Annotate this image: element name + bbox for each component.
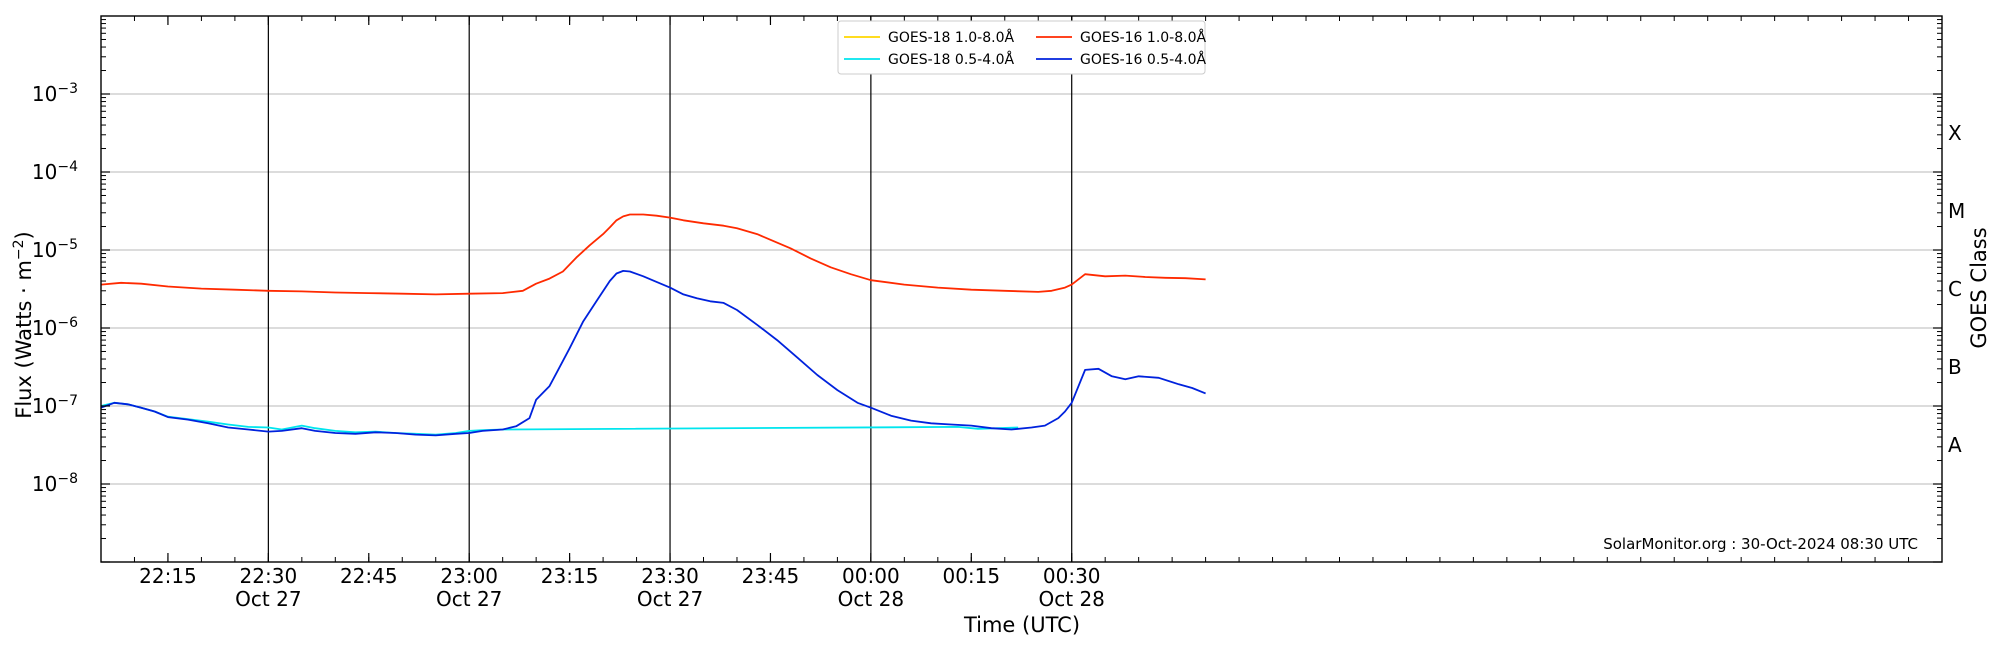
y-tick-label: 10−4 xyxy=(32,159,78,184)
x-tick-label: 22:30 xyxy=(240,564,298,588)
plot-frame xyxy=(100,15,1943,563)
x-tick-label: 00:15 xyxy=(942,564,1000,588)
x-tick-date-label: Oct 28 xyxy=(838,587,904,611)
axis-ticks xyxy=(100,16,1943,563)
y-tick-labels: 10−8 10−7 10−6 10−5 10−4 10−3 xyxy=(32,81,78,496)
solarmonitor-credit: SolarMonitor.org : 30-Oct-2024 08:30 UTC xyxy=(1603,535,1918,553)
x-tick-date-label: Oct 27 xyxy=(637,587,703,611)
x-tick-date-label: Oct 27 xyxy=(235,587,301,611)
y-tick-label: 10−6 xyxy=(32,315,78,340)
legend-entry: GOES-18 0.5-4.0Å xyxy=(888,51,1014,68)
legend-entry: GOES-18 1.0-8.0Å xyxy=(888,29,1014,46)
x-tick-date-label: Oct 27 xyxy=(436,587,502,611)
x-tick-label: 00:30 xyxy=(1043,564,1101,588)
legend-box xyxy=(837,20,1206,75)
x-axis-title: Time (UTC) xyxy=(963,613,1080,637)
y-tick-label: 10−8 xyxy=(32,471,78,496)
x-tick-label: 22:15 xyxy=(139,564,197,588)
y-tick-label: 10−5 xyxy=(32,237,78,262)
x-tick-label: 22:45 xyxy=(340,564,398,588)
goes-class-axis-title: GOES Class xyxy=(1967,227,1991,348)
goes-class-label: M xyxy=(1948,199,1965,223)
x-tick-label: 23:45 xyxy=(742,564,800,588)
legend: GOES-18 1.0-8.0Å GOES-16 1.0-8.0Å GOES-18 … xyxy=(837,20,1206,75)
goes-class-label: X xyxy=(1948,121,1962,145)
y-tick-label: 10−3 xyxy=(32,81,78,106)
horizontal-grid xyxy=(101,93,1942,485)
x-tick-label: 23:15 xyxy=(541,564,599,588)
legend-entry: GOES-16 1.0-8.0Å xyxy=(1080,29,1206,46)
series-line-goes-16-0-5-4-0 xyxy=(100,269,1206,437)
goes-class-labels: A B C M X xyxy=(1948,121,1965,457)
legend-entry: GOES-16 0.5-4.0Å xyxy=(1080,51,1206,68)
goes-class-label: A xyxy=(1948,433,1962,457)
vertical-day-lines xyxy=(267,16,1073,562)
x-tick-date-label: Oct 28 xyxy=(1039,587,1105,611)
goes-class-label: C xyxy=(1948,277,1962,301)
x-tick-label: 00:00 xyxy=(842,564,900,588)
series-layer xyxy=(100,213,1206,437)
x-tick-label: 23:30 xyxy=(641,564,699,588)
x-tick-label: 23:00 xyxy=(440,564,498,588)
goes-class-label: B xyxy=(1948,355,1962,379)
series-line-goes-16-1-0-8-0 xyxy=(100,213,1206,296)
y-tick-label: 10−7 xyxy=(32,393,78,418)
y-axis-title: Flux (Watts · m−2) xyxy=(11,231,36,419)
